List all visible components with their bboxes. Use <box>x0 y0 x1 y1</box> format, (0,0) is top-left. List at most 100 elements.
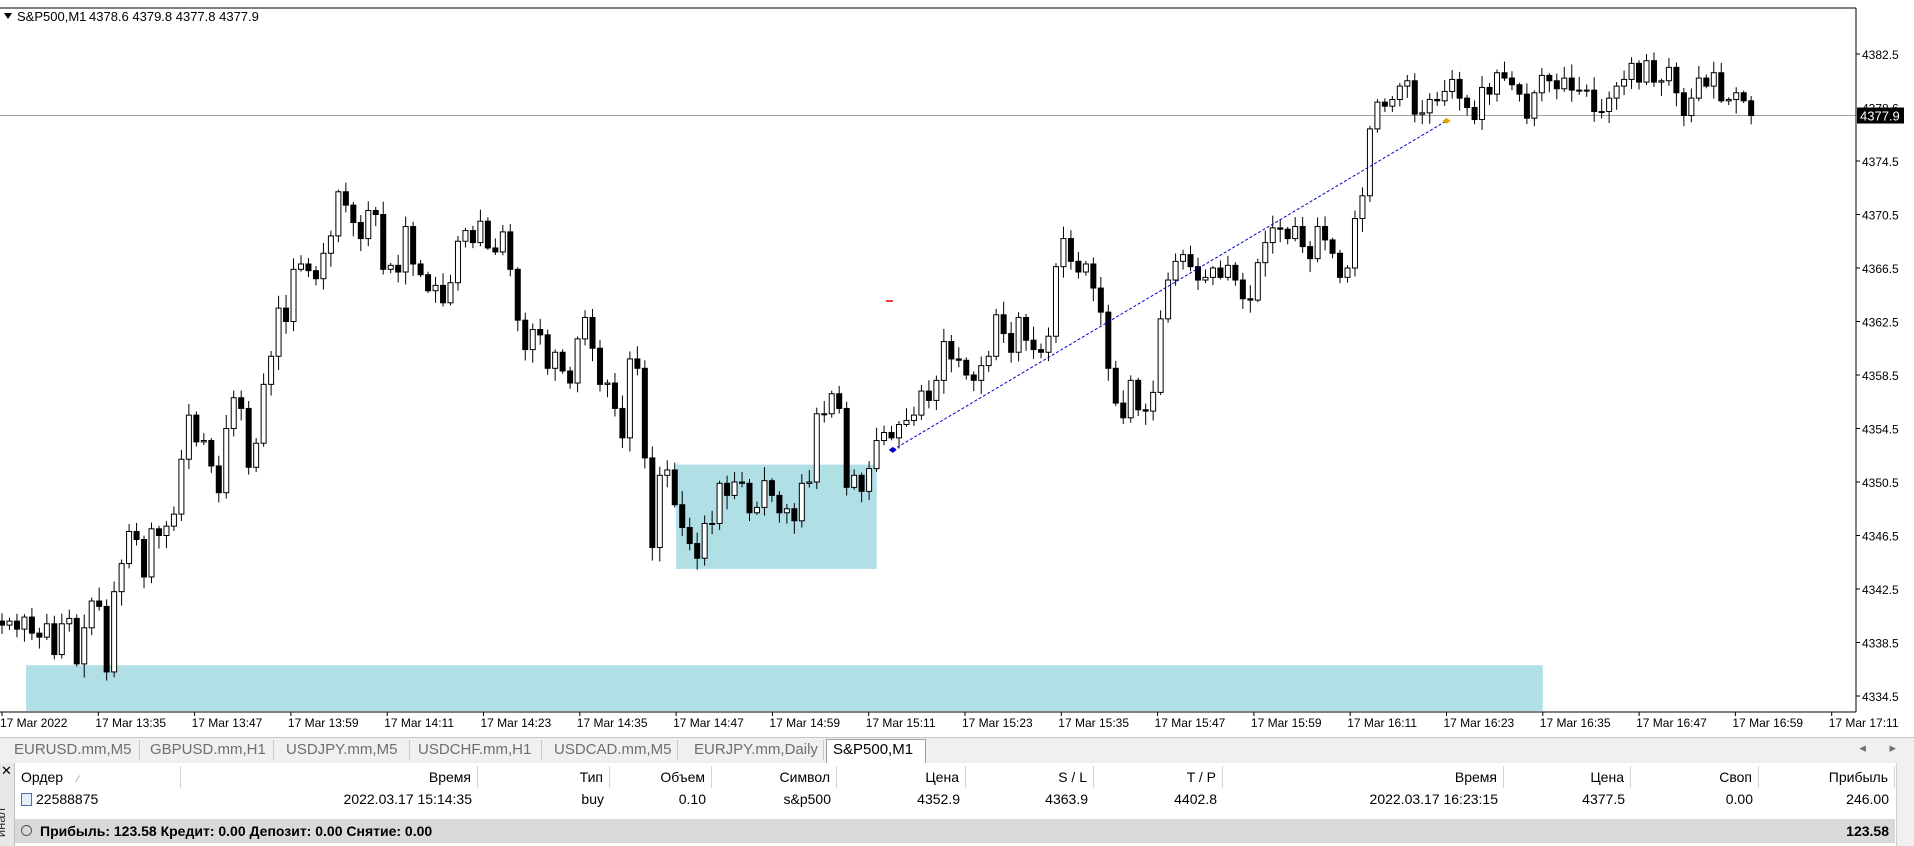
col-swap[interactable]: Своп <box>1631 766 1759 788</box>
col-open-time[interactable]: Время <box>181 766 478 788</box>
candle <box>813 407 820 490</box>
current-price-label: 4377.9 <box>1860 109 1900 124</box>
col-symbol[interactable]: Символ <box>712 766 837 788</box>
candle <box>462 227 469 248</box>
candle <box>484 217 491 250</box>
candle <box>1508 71 1515 91</box>
candle <box>118 559 125 606</box>
candle <box>1680 87 1687 127</box>
swap-cell: 0.00 <box>1725 791 1753 807</box>
time-axis-tick: 17 Mar 14:47 <box>673 712 744 730</box>
candle <box>1202 269 1209 284</box>
time-axis-tick: 17 Mar 15:35 <box>1058 712 1129 730</box>
close-icon[interactable]: ✕ <box>1 763 12 778</box>
svg-text:17 Mar 14:35: 17 Mar 14:35 <box>577 716 648 730</box>
candle <box>1165 272 1172 323</box>
col-order[interactable]: Ордер ⁄ <box>15 766 181 788</box>
candle <box>739 471 746 488</box>
tab-scroll-arrows[interactable]: ◂ ▸ <box>1859 740 1906 755</box>
candle <box>522 312 529 361</box>
price-axis-tick: 4342.5 <box>1856 583 1899 597</box>
candle <box>1434 91 1441 106</box>
col-profit[interactable]: Прибыль <box>1759 766 1895 788</box>
col-open-price[interactable]: Цена <box>837 766 966 788</box>
candle <box>507 224 514 277</box>
candle <box>619 395 626 449</box>
terminal-scrollbar[interactable] <box>1896 763 1914 846</box>
candle <box>230 390 237 437</box>
candle <box>342 182 349 213</box>
col-sl[interactable]: S / L <box>966 766 1094 788</box>
tab-usdcad-m5[interactable]: USDCAD.mm,M5 <box>548 740 678 760</box>
zone-rectangle-0[interactable] <box>676 464 877 569</box>
tab-gbpusd-h1[interactable]: GBPUSD.mm,H1 <box>144 740 274 760</box>
candle <box>1718 62 1725 103</box>
candle <box>948 334 955 373</box>
candle <box>260 373 267 447</box>
candle <box>1135 377 1142 417</box>
candle <box>178 449 185 521</box>
col-volume[interactable]: Объем <box>610 766 712 788</box>
candle <box>0 613 5 634</box>
terminal-panel: ✕ инал Ордер ⁄ Время Тип Объем Символ Цен… <box>0 763 1914 846</box>
tab-eurjpy-daily[interactable]: EURJPY.mm,Daily <box>688 740 824 760</box>
svg-text:17 Mar 14:47: 17 Mar 14:47 <box>673 716 744 730</box>
svg-text:17 Mar 13:35: 17 Mar 13:35 <box>95 716 166 730</box>
candle <box>1284 226 1291 245</box>
col-tp[interactable]: T / P <box>1094 766 1223 788</box>
candle <box>1396 82 1403 107</box>
chart-area[interactable]: 17 Mar 2022 17 Mar 13:35 17 Mar 13:47 17 Ma… <box>0 0 1914 740</box>
col-close-price[interactable]: Цена <box>1504 766 1631 788</box>
price-chart[interactable]: 17 Mar 2022 17 Mar 13:35 17 Mar 13:47 17 Ma… <box>0 0 1914 740</box>
candle <box>1479 76 1486 130</box>
candle <box>1262 230 1269 277</box>
tab-usdchf-h1[interactable]: USDCHF.mm,H1 <box>412 740 542 760</box>
candle <box>1553 73 1560 100</box>
tab-usdjpy-m5[interactable]: USDJPY.mm,M5 <box>280 740 410 760</box>
tab-sp500-m1[interactable]: S&P500,M1 <box>826 739 926 763</box>
candle <box>1105 304 1112 381</box>
candle <box>514 267 521 332</box>
trade-close-marker <box>1442 117 1451 124</box>
candle <box>1441 80 1448 106</box>
candle <box>335 189 342 243</box>
trade-open-marker <box>888 446 897 453</box>
candle <box>694 532 701 570</box>
candle <box>395 254 402 283</box>
candle <box>1576 76 1583 95</box>
table-row[interactable]: 22588875 2022.03.17 15:14:35 buy 0.10 s&… <box>15 788 1895 810</box>
candle <box>1486 83 1493 105</box>
candle <box>372 206 379 227</box>
candle <box>1000 301 1007 343</box>
candle <box>1052 263 1059 343</box>
candle <box>454 235 461 291</box>
time-axis-tick: 17 Mar 14:11 <box>384 712 454 730</box>
candle <box>574 336 581 393</box>
col-close-time[interactable]: Время <box>1223 766 1504 788</box>
candle <box>753 501 760 516</box>
candle <box>1598 99 1605 119</box>
candle <box>903 408 910 427</box>
candle <box>1322 216 1329 251</box>
candle <box>1613 82 1620 110</box>
trade-history-line <box>892 120 1447 451</box>
zone-rectangle-1[interactable] <box>26 665 1543 711</box>
candle <box>253 438 260 473</box>
time-axis-tick: 17 Mar 16:59 <box>1732 712 1803 730</box>
price-axis-tick: 4354.5 <box>1856 423 1899 437</box>
col-type[interactable]: Тип <box>478 766 610 788</box>
close-price-cell: 4377.5 <box>1582 791 1625 807</box>
tab-eurusd-m5[interactable]: EURUSD.mm,M5 <box>8 740 140 760</box>
candle <box>1449 70 1456 99</box>
sl-cell: 4363.9 <box>1045 791 1088 807</box>
time-axis-tick: 17 Mar 16:35 <box>1540 712 1611 730</box>
type-cell: buy <box>581 791 604 807</box>
chart-ohlc: 4378.6 4379.8 4377.8 4377.9 <box>89 9 259 24</box>
candle <box>1710 61 1717 99</box>
candle <box>1665 57 1672 86</box>
time-axis-tick: 17 Mar 16:11 <box>1347 712 1417 730</box>
chart-tabs-bar: EURUSD.mm,M5 GBPUSD.mm,H1 USDJPY.mm,M5 U… <box>0 737 1914 764</box>
summary-icon <box>21 825 32 836</box>
dropdown-triangle-icon[interactable] <box>4 13 12 19</box>
candle <box>305 258 312 277</box>
